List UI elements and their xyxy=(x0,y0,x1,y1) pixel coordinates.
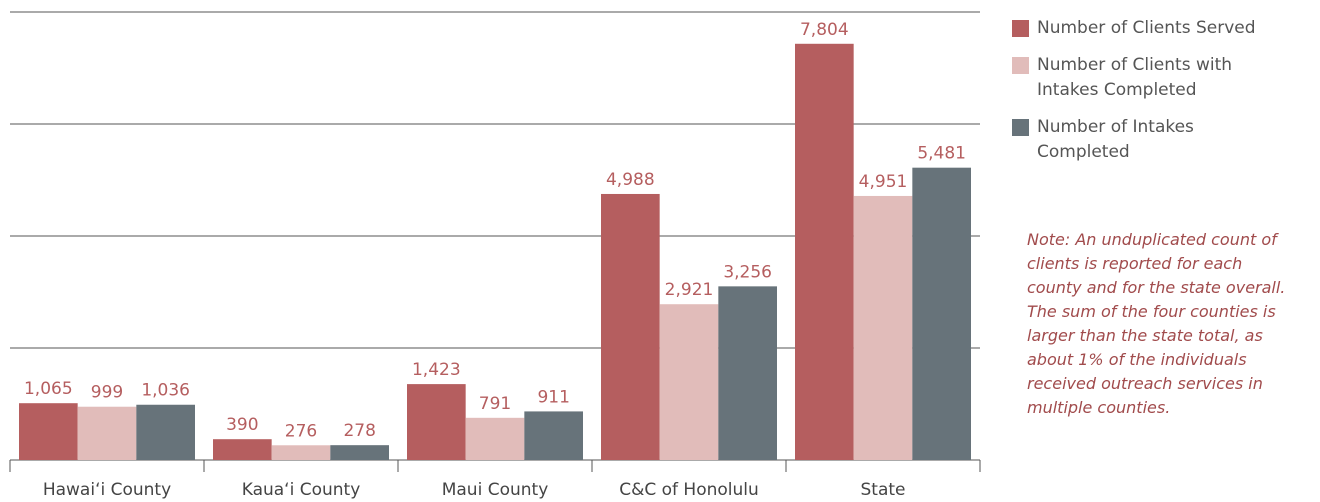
bar xyxy=(465,417,525,460)
x-tick-label: Kaua‘i County xyxy=(242,480,361,500)
legend-swatch xyxy=(1012,20,1029,37)
bar xyxy=(19,403,78,460)
bar xyxy=(271,445,331,460)
value-label: 1,065 xyxy=(24,379,73,399)
value-label: 791 xyxy=(479,394,511,414)
value-label: 911 xyxy=(537,387,569,407)
legend-swatch xyxy=(1012,119,1029,136)
note: Note: An unduplicated count of clients i… xyxy=(1027,230,1286,417)
x-tick-label: Maui County xyxy=(442,480,549,500)
value-label: 1,423 xyxy=(412,360,461,380)
value-label: 4,951 xyxy=(859,172,908,192)
chart: Hawai‘i County 1,065 999 1,036 Kaua‘i County… xyxy=(9,11,981,500)
value-label: 1,036 xyxy=(141,381,190,401)
x-tick-label: Hawai‘i County xyxy=(43,480,171,500)
value-label: 4,988 xyxy=(606,170,655,190)
legend-item: Number of Clients Served xyxy=(1012,16,1312,41)
legend-label: Number of Clients Served xyxy=(1037,18,1256,38)
bar xyxy=(912,167,971,460)
value-label: 278 xyxy=(343,421,375,441)
legend-swatch xyxy=(1012,57,1029,74)
value-label: 2,921 xyxy=(665,280,714,300)
bar xyxy=(213,439,272,460)
bar xyxy=(853,195,913,461)
x-tick-label: State xyxy=(861,480,906,500)
bar xyxy=(136,404,195,460)
legend-item: Number of Clients with Intakes Completed xyxy=(1012,53,1312,103)
bar xyxy=(795,43,854,460)
bar xyxy=(659,304,719,460)
bar xyxy=(718,286,777,460)
bar xyxy=(524,411,583,460)
legend-label: Number of Clients with Intakes Completed xyxy=(1037,55,1233,100)
value-label: 3,256 xyxy=(723,262,772,282)
legend-label: Number of Intakes Completed xyxy=(1037,117,1194,162)
value-label: 276 xyxy=(285,421,317,441)
legend-item: Number of Intakes Completed xyxy=(1012,115,1312,165)
bar xyxy=(601,193,660,460)
value-label: 999 xyxy=(91,383,123,403)
bar xyxy=(407,384,466,460)
value-label: 5,481 xyxy=(917,144,966,164)
value-label: 390 xyxy=(226,415,258,435)
bar xyxy=(330,445,389,460)
value-label: 7,804 xyxy=(800,20,849,40)
bar xyxy=(77,406,137,460)
legend: Number of Clients Served Number of Client… xyxy=(1012,16,1312,177)
x-tick-label: C&C of Honolulu xyxy=(619,480,759,500)
